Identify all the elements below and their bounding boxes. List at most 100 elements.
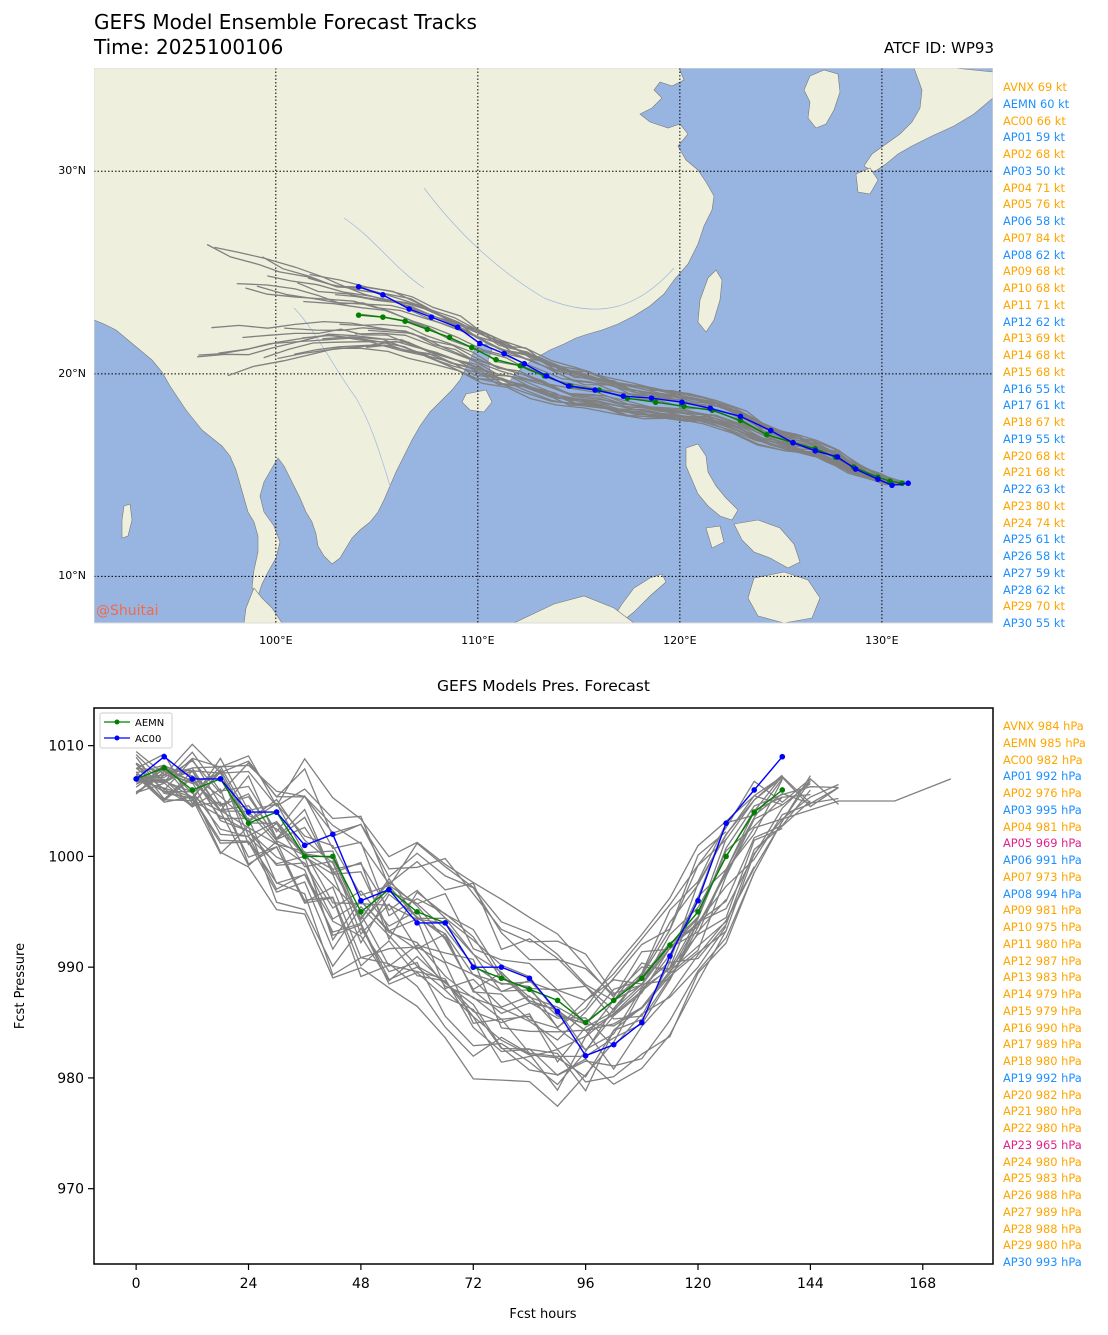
x-tick-label: 168 [909, 1276, 936, 1292]
pres-legend-item-ap30: AP30 993 hPa [1003, 1255, 1082, 1269]
pressure-point-aemn [526, 986, 533, 993]
pres-legend-item-ap18: AP18 980 hPa [1003, 1054, 1082, 1068]
track-point-ac00 [737, 413, 744, 420]
legend-marker-ac00 [114, 735, 120, 741]
track-legend-item-ap11: AP11 71 kt [1003, 297, 1065, 312]
x-tick-label: 0 [132, 1276, 141, 1292]
pressure-point-ac00 [301, 842, 308, 849]
track-legend-item-ap20: AP20 68 kt [1003, 448, 1065, 463]
forecast-time-label: Time: 2025100106 [94, 35, 284, 59]
map-tick-label-lat: 30°N [58, 164, 86, 178]
ensemble-pressure-line [135, 754, 727, 1041]
pressure-point-aemn [582, 1019, 589, 1026]
track-legend-item-ap16: AP16 55 kt [1003, 381, 1065, 396]
map-tick-label-lon: 120°E [663, 634, 696, 647]
pressure-point-ac00 [161, 753, 168, 760]
track-point-ac00 [355, 283, 362, 290]
track-point-ac00 [592, 387, 598, 393]
ensemble-track [263, 341, 902, 484]
pressure-axes: 0 24 48 72 96 120 144 168 970 980 990 1000 1010 [48, 739, 936, 1292]
pressure-point-ac00 [526, 975, 533, 982]
pressure-point-ac00 [751, 787, 758, 793]
track-legend-item-ap18: AP18 67 kt [1003, 415, 1065, 429]
pres-legend-item-ap21: AP21 980 hPa [1003, 1104, 1082, 1119]
ensemble-pressure-line [136, 751, 811, 1020]
pressure-legend: AEMN AC00 [99, 712, 173, 749]
y-tick-label: 1010 [48, 739, 84, 755]
pressure-point-aemn [161, 765, 168, 771]
pressure-line-ac00 [135, 755, 783, 1057]
track-legend-item-ap15: AP15 68 kt [1003, 364, 1065, 379]
track-point-ac00 [521, 360, 528, 367]
track-legend-item-ap26: AP26 58 kt [1003, 549, 1065, 563]
pres-legend-item-ap09: AP09 981 hPa [1003, 903, 1082, 918]
pres-legend-item-ap07: AP07 973 hPa [1003, 869, 1082, 884]
track-legend-item-ap22: AP22 63 kt [1003, 482, 1065, 496]
map-tick-labels: 100°E 110°E 120°E 130°E [259, 634, 899, 647]
track-legend-item-ap28: AP28 62 kt [1003, 582, 1065, 597]
ensemble-pressure-line [135, 757, 727, 1002]
y-tick-label: 980 [57, 1071, 84, 1087]
pres-legend-item-ap10: AP10 975 hPa [1003, 920, 1082, 934]
track-map: 100°E 110°E 120°E 130°E [94, 68, 993, 647]
track-legend-item-ap13: AP13 69 kt [1003, 331, 1065, 346]
pressure-point-aemn [554, 997, 561, 1004]
pres-legend-item-ap04: AP04 981 hPa [1003, 819, 1082, 834]
pressure-point-aemn [695, 908, 701, 915]
track-point-aemn [446, 334, 453, 341]
pressure-point-aemn [779, 787, 786, 793]
x-tick-label: 48 [352, 1276, 370, 1292]
track-point-aemn [737, 417, 744, 424]
taiwan [697, 269, 723, 333]
pres-legend-item-ap11: AP11 980 hPa [1003, 936, 1082, 951]
track-point-aemn [402, 318, 408, 324]
pres-legend-item-ap20: AP20 982 hPa [1003, 1087, 1082, 1102]
track-legend-item-ap06: AP06 58 kt [1003, 214, 1065, 228]
pressure-point-ac00 [442, 920, 448, 926]
pressure-point-aemn [498, 975, 505, 982]
ensemble-pressure-line [135, 753, 783, 1032]
track-point-aemn [652, 399, 659, 406]
ensemble-pressure-line [135, 764, 811, 1052]
pressure-point-aemn [301, 853, 308, 860]
pres-legend-item-ap28: AP28 988 hPa [1003, 1221, 1082, 1236]
kyushu [855, 167, 879, 195]
borneo [513, 595, 635, 623]
track-point-ac00 [406, 306, 412, 312]
pressure-chart-title: GEFS Models Pres. Forecast [437, 677, 650, 695]
track-legend-item-ap12: AP12 62 kt [1003, 314, 1065, 329]
pres-legend-item-ap06: AP06 991 hPa [1003, 853, 1082, 867]
track-point-ac00 [767, 427, 774, 434]
x-tick-label: 120 [685, 1276, 712, 1292]
track-legend-item-ap02: AP02 68 kt [1003, 147, 1065, 161]
track-legend-item-ap25: AP25 61 kt [1003, 532, 1065, 547]
track-point-ac00 [812, 448, 819, 454]
pressure-point-ac00 [245, 809, 252, 815]
ensemble-pressure-line [135, 767, 783, 1093]
ensemble-track [206, 243, 905, 485]
legend-label-aemn: AEMN [135, 718, 164, 729]
track-point-ac00 [790, 439, 796, 446]
track-legend-item-ap23: AP23 80 kt [1003, 498, 1065, 513]
track-point-ac00 [454, 324, 461, 331]
pressure-point-aemn [414, 908, 420, 915]
track-legend-item-ap05: AP05 76 kt [1003, 197, 1065, 212]
luzon [685, 443, 739, 521]
pressure-min-legend: AVNX 984 hPa AEMN 985 hPa AC00 982 hPa AP01… [1003, 718, 1086, 1271]
track-point-ac00 [501, 350, 507, 357]
track-legend-item-ap29: AP29 70 kt [1003, 599, 1065, 614]
track-legend-item-ap30: AP30 55 kt [1003, 616, 1065, 630]
y-axis-label: Fcst Pressure [13, 943, 28, 1029]
track-point-ac00 [565, 383, 572, 389]
track-legend-item-ap17: AP17 61 kt [1003, 398, 1065, 413]
japan [863, 68, 993, 173]
y-tick-label: 1000 [48, 849, 84, 865]
track-legend-item-ap08: AP08 62 kt [1003, 247, 1065, 262]
track-point-ac00 [428, 314, 435, 320]
ensemble-track [309, 273, 905, 483]
atcf-id-label: ATCF ID: WP93 [883, 39, 994, 57]
track-legend-item-ap07: AP07 84 kt [1003, 230, 1065, 245]
pressure-point-aemn [751, 809, 758, 815]
track-legend-item-ap03: AP03 50 kt [1003, 163, 1065, 178]
pressure-point-ac00 [386, 886, 392, 893]
